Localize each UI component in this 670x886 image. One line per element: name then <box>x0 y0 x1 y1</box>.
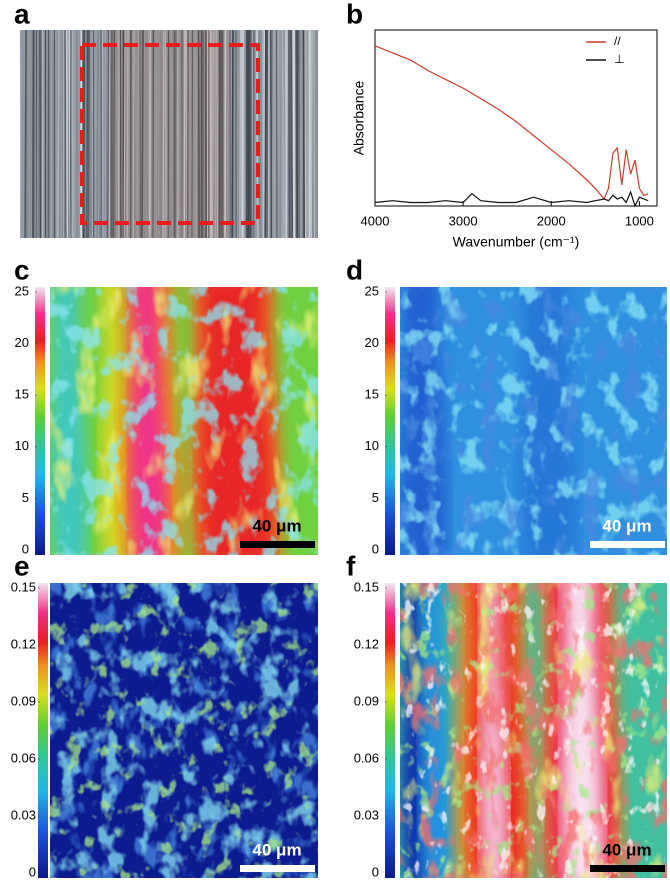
panel-label: b <box>346 0 363 29</box>
x-tick-label: 2000 <box>537 213 566 228</box>
colorbar-tick-label: 25 <box>15 283 29 298</box>
photo-streak <box>74 30 75 238</box>
scale-bar <box>590 541 665 548</box>
colorbar-tick-label: 0.12 <box>11 636 36 651</box>
colorbar-tick-label: 0.09 <box>11 693 36 708</box>
photo-tint <box>110 30 230 238</box>
colorbar-tick-label: 0.12 <box>354 636 379 651</box>
heatmap-texture <box>50 583 318 878</box>
colorbar-tick-label: 20 <box>365 335 379 350</box>
colorbar-tick-label: 0 <box>372 864 379 879</box>
photo-streak <box>96 30 97 238</box>
heatmap <box>50 583 318 878</box>
colorbar-tick-label: 10 <box>365 438 379 453</box>
x-axis-label: Wavenumber (cm⁻¹) <box>453 234 580 250</box>
photo-streak <box>253 30 254 238</box>
x-tick-label: 4000 <box>361 213 390 228</box>
heatmap-texture <box>50 287 318 555</box>
photo-streak <box>277 30 278 238</box>
scale-bar <box>590 865 665 872</box>
colorbar-tick-label: 0.03 <box>11 807 36 822</box>
photo-streak <box>56 30 57 238</box>
data-line <box>375 192 648 206</box>
panel-label: c <box>14 254 30 285</box>
scale-bar-label: 40 μm <box>252 516 301 535</box>
colorbar-tick-label: 0.06 <box>354 750 379 765</box>
photo-streak <box>292 30 293 238</box>
photo-streak <box>240 30 241 238</box>
colorbar <box>385 583 395 878</box>
data-line <box>375 46 648 199</box>
y-axis-label: Absorbance <box>351 80 367 155</box>
colorbar-tick-label: 0.09 <box>354 693 379 708</box>
scale-bar <box>240 541 315 548</box>
colorbar-tick-label: 0.06 <box>11 750 36 765</box>
colorbar-tick-label: 15 <box>365 387 379 402</box>
photo-streak <box>250 30 251 238</box>
photo-streak <box>61 30 62 238</box>
colorbar-tick-label: 25 <box>365 283 379 298</box>
heatmap-texture <box>400 287 667 555</box>
photo-streak <box>52 30 53 238</box>
photo-streak <box>305 30 306 238</box>
colorbar-tick-label: 0 <box>22 541 29 556</box>
photo-streak <box>25 30 26 238</box>
heatmap-texture <box>400 583 667 878</box>
colorbar <box>385 287 395 555</box>
photo-streak <box>285 30 286 238</box>
scale-bar <box>240 865 315 872</box>
colorbar-tick-label: 5 <box>372 490 379 505</box>
colorbar <box>38 583 48 878</box>
colorbar-tick-label: 5 <box>22 490 29 505</box>
colorbar-tick-label: 15 <box>15 387 29 402</box>
legend-label: ⊥ <box>614 52 624 66</box>
photo-streak <box>87 30 88 238</box>
legend-label: // <box>614 34 621 48</box>
x-tick-label: 3000 <box>449 213 478 228</box>
photo-streak <box>24 30 25 238</box>
photo-streak <box>279 30 280 238</box>
photo-streak <box>286 30 287 238</box>
colorbar-tick-label: 10 <box>15 438 29 453</box>
scale-bar-label: 40 μm <box>602 840 651 859</box>
scale-bar-label: 40 μm <box>602 516 651 535</box>
panel-label: f <box>346 550 356 581</box>
colorbar <box>35 287 45 555</box>
photo-streak <box>304 30 305 238</box>
panel-label: a <box>14 0 30 29</box>
colorbar-tick-label: 0.03 <box>354 807 379 822</box>
scale-bar-label: 40 μm <box>252 840 301 859</box>
heatmap <box>400 573 667 881</box>
x-tick-label: 1000 <box>625 213 654 228</box>
panel-label: d <box>346 254 363 285</box>
photo-streak <box>301 30 302 238</box>
colorbar-tick-label: 0.15 <box>11 579 36 594</box>
colorbar-tick-label: 0 <box>372 541 379 556</box>
photo-streak <box>232 30 233 238</box>
photo-streak <box>67 30 68 238</box>
photo-streak <box>265 30 266 238</box>
colorbar-tick-label: 20 <box>15 335 29 350</box>
colorbar-tick-label: 0.15 <box>354 579 379 594</box>
colorbar-tick-label: 0 <box>29 864 36 879</box>
